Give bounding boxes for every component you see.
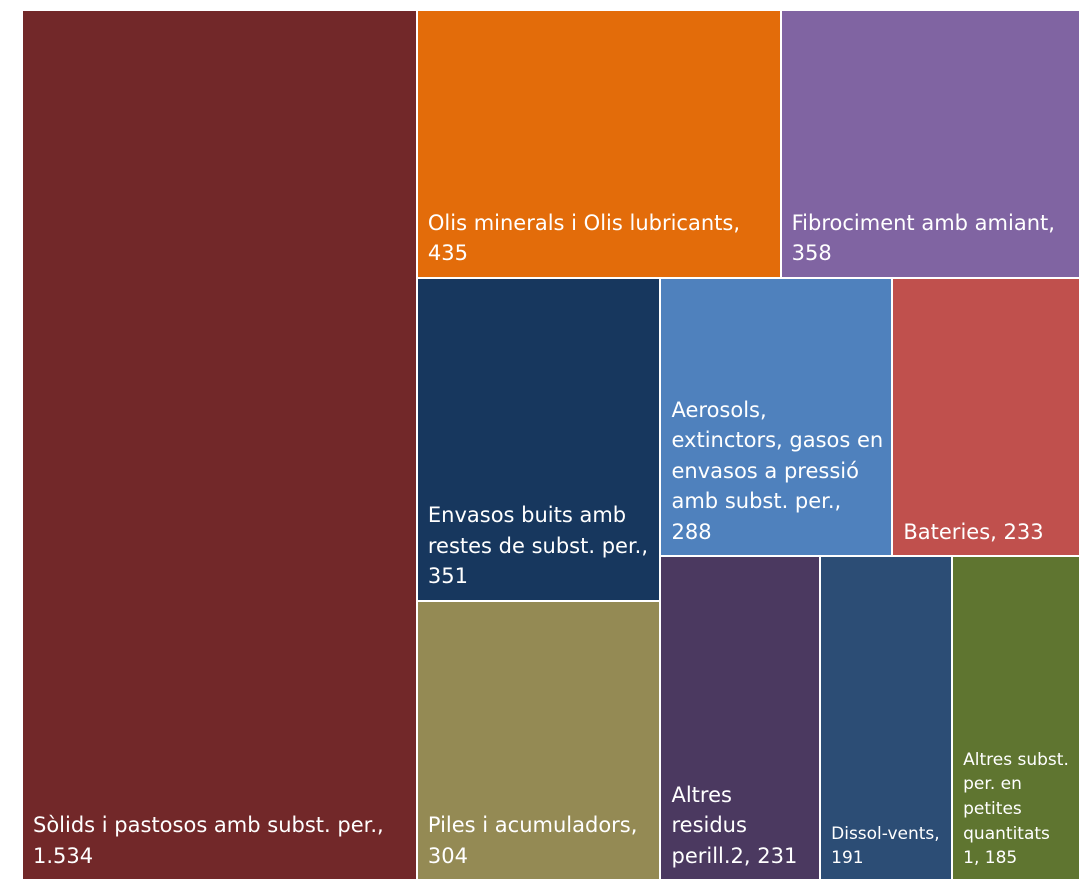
category-label: Altres residus perill.2, [671,782,751,868]
value-label: 185 [984,848,1018,869]
tile: Bateries, 233 [892,277,1080,556]
value-label: 231 [757,843,798,868]
category-label: Aerosols, extinctors, gasos en envasos a… [671,397,884,514]
category-label: Envasos buits amb restes de subst. per., [427,503,649,558]
tile-label: Envasos buits amb restes de subst. per.,… [418,500,660,599]
tile-label: Altres residus perill.2, 231 [661,780,819,879]
tile: Envasos buits amb restes de subst. per.,… [416,277,661,601]
tile-label: Sòlids i pastosos amb subst. per., 1.534 [23,810,416,879]
tile-label: Altres subst. per. en petites quantitats… [953,748,1079,879]
value-label: 233 [1003,519,1044,544]
tile-label: Bateries, 233 [893,517,1051,555]
category-label: Piles i acumuladors, [427,813,638,838]
tile: Altres residus perill.2, 231 [660,555,821,880]
category-label: Bateries, [903,519,997,544]
value-label: 435 [427,241,468,266]
tile-label: Fibrociment amb amiant, 358 [782,208,1079,277]
tile: Piles i acumuladors, 304 [416,600,661,880]
category-label: Altres subst. per. en petites quantitats… [963,749,1069,869]
category-label: Sòlids i pastosos amb subst. per., [33,813,384,838]
tile-label: Dissol-vents, 191 [821,822,951,879]
value-label: 288 [671,519,712,544]
value-label: 1.534 [33,843,94,868]
value-label: 351 [427,564,468,589]
value-label: 191 [831,848,864,869]
category-label: Olis minerals i Olis lubricants, [427,210,741,235]
tile: Altres subst. per. en petites quantitats… [952,555,1080,880]
category-label: Dissol-vents, [831,823,940,844]
tile-label: Aerosols, extinctors, gasos en envasos a… [661,395,891,555]
value-label: 358 [791,241,832,266]
value-label: 304 [427,843,468,868]
tile-label: Olis minerals i Olis lubricants, 435 [418,208,780,277]
tile: Fibrociment amb amiant, 358 [780,10,1080,278]
tile: Aerosols, extinctors, gasos en envasos a… [660,277,893,556]
category-label: Fibrociment amb amiant, [791,210,1055,235]
tile: Olis minerals i Olis lubricants, 435 [416,10,781,278]
tile-label: Piles i acumuladors, 304 [418,810,660,879]
tile: Dissol-vents, 191 [820,555,953,880]
tile: Sòlids i pastosos amb subst. per., 1.534 [22,10,417,880]
